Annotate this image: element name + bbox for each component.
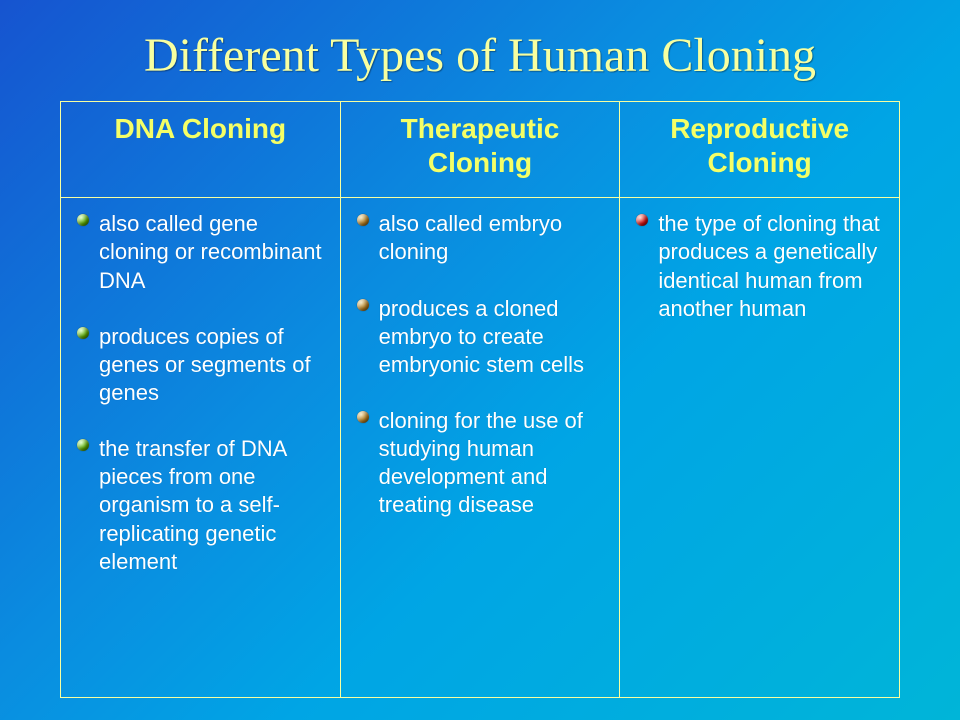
list-item: cloning for the use of studying human de… bbox=[355, 407, 606, 520]
dna-bullet-list: also called gene cloning or recombinant … bbox=[75, 210, 326, 576]
bullet-icon bbox=[357, 411, 369, 423]
col-header-reproductive: Reproductive Cloning bbox=[620, 102, 900, 198]
bullet-text: produces copies of genes or segments of … bbox=[99, 324, 311, 405]
bullet-icon bbox=[357, 299, 369, 311]
bullet-text: also called embryo cloning bbox=[379, 211, 562, 264]
col-header-dna: DNA Cloning bbox=[61, 102, 341, 198]
cell-reproductive: the type of cloning that produces a gene… bbox=[620, 198, 900, 698]
bullet-text: also called gene cloning or recombinant … bbox=[99, 211, 322, 292]
list-item: produces a cloned embryo to create embry… bbox=[355, 295, 606, 379]
bullet-text: cloning for the use of studying human de… bbox=[379, 408, 583, 517]
cell-dna: also called gene cloning or recombinant … bbox=[61, 198, 341, 698]
list-item: produces copies of genes or segments of … bbox=[75, 323, 326, 407]
reproductive-bullet-list: the type of cloning that produces a gene… bbox=[634, 210, 885, 323]
bullet-icon bbox=[77, 327, 89, 339]
bullet-icon bbox=[636, 214, 648, 226]
bullet-text: produces a cloned embryo to create embry… bbox=[379, 296, 584, 377]
bullet-icon bbox=[357, 214, 369, 226]
list-item: the transfer of DNA pieces from one orga… bbox=[75, 435, 326, 576]
therapeutic-bullet-list: also called embryo cloning produces a cl… bbox=[355, 210, 606, 519]
list-item: also called gene cloning or recombinant … bbox=[75, 210, 326, 294]
list-item: the type of cloning that produces a gene… bbox=[634, 210, 885, 323]
cell-therapeutic: also called embryo cloning produces a cl… bbox=[340, 198, 620, 698]
cloning-types-table: DNA Cloning Therapeutic Cloning Reproduc… bbox=[60, 101, 900, 698]
slide-title: Different Types of Human Cloning bbox=[0, 0, 960, 101]
col-header-therapeutic: Therapeutic Cloning bbox=[340, 102, 620, 198]
bullet-icon bbox=[77, 439, 89, 451]
bullet-text: the type of cloning that produces a gene… bbox=[658, 211, 879, 320]
bullet-text: the transfer of DNA pieces from one orga… bbox=[99, 436, 286, 574]
list-item: also called embryo cloning bbox=[355, 210, 606, 266]
bullet-icon bbox=[77, 214, 89, 226]
table-body-row: also called gene cloning or recombinant … bbox=[61, 198, 900, 698]
table-header-row: DNA Cloning Therapeutic Cloning Reproduc… bbox=[61, 102, 900, 198]
